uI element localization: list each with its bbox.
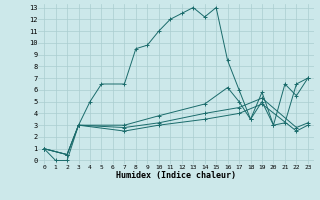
X-axis label: Humidex (Indice chaleur): Humidex (Indice chaleur) bbox=[116, 171, 236, 180]
